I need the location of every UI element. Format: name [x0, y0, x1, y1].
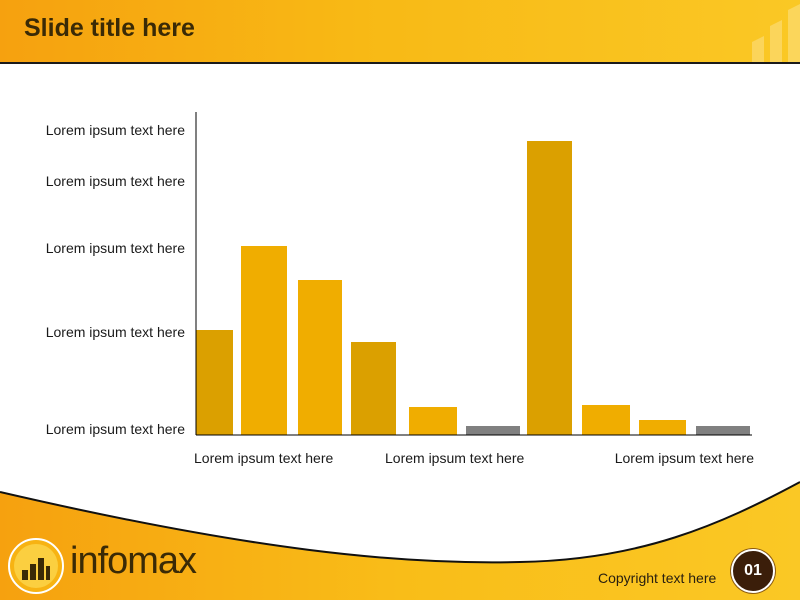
footer-wave — [0, 481, 800, 600]
x-tick-label: Lorem ipsum text here — [194, 450, 333, 466]
bar — [298, 280, 342, 435]
y-tick-label: Lorem ipsum text here — [46, 173, 185, 189]
brand-name: infomax — [70, 540, 197, 582]
bar — [639, 420, 686, 435]
infomax-logo-icon — [8, 538, 64, 594]
slide-header: Slide title here — [0, 0, 800, 64]
bar-chart: Lorem ipsum text here Lorem ipsum text h… — [46, 112, 754, 466]
y-tick-label: Lorem ipsum text here — [46, 122, 185, 138]
page-number-badge: 01 — [731, 549, 775, 593]
bar — [582, 405, 630, 435]
y-tick-label: Lorem ipsum text here — [46, 324, 185, 340]
slide-title: Slide title here — [24, 14, 195, 42]
bars-group — [196, 141, 750, 435]
bar — [466, 426, 520, 435]
bar — [196, 330, 233, 435]
bar — [527, 141, 572, 435]
bar — [409, 407, 457, 435]
y-tick-label: Lorem ipsum text here — [46, 421, 185, 437]
x-tick-label: Lorem ipsum text here — [385, 450, 524, 466]
bar — [241, 246, 287, 435]
x-tick-label: Lorem ipsum text here — [615, 450, 754, 466]
copyright-text: Copyright text here — [598, 570, 717, 586]
bar — [351, 342, 396, 435]
bar — [696, 426, 750, 435]
y-tick-label: Lorem ipsum text here — [46, 240, 185, 256]
header-bars-icon — [752, 4, 800, 62]
